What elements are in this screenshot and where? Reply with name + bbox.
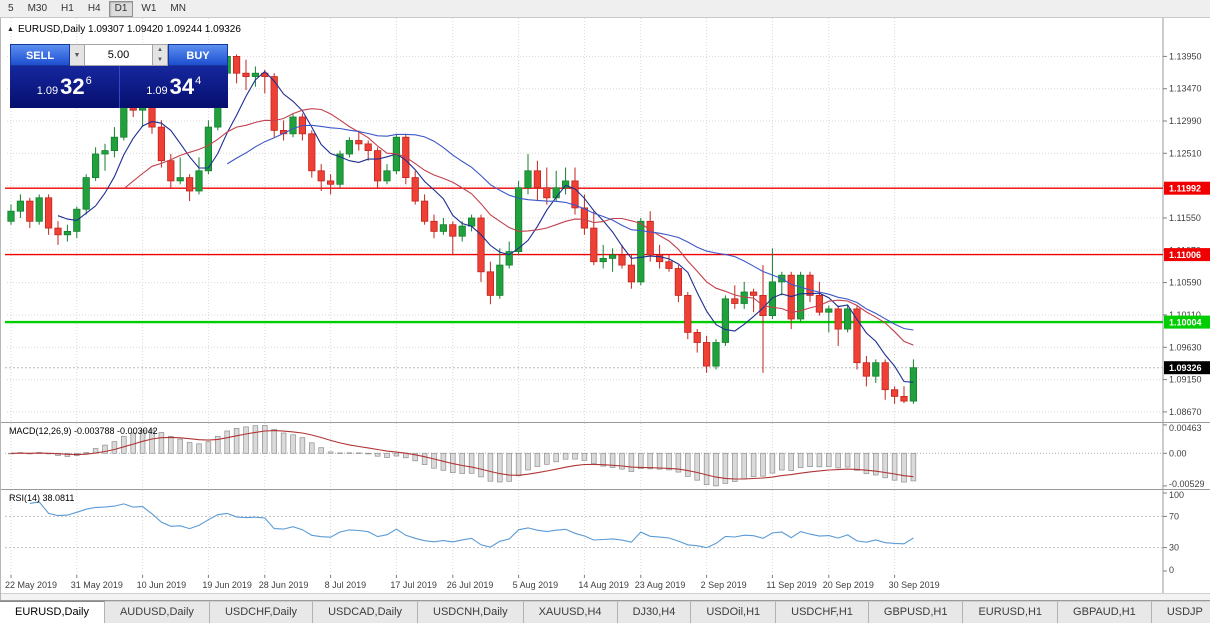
timeframe-toolbar: 5 M30 H1 H4 D1 W1 MN: [0, 0, 1210, 18]
volume-control: ▼ ▲ ▼: [70, 44, 168, 66]
svg-text:5 Aug 2019: 5 Aug 2019: [513, 580, 559, 590]
buy-price-big: 34: [169, 74, 195, 99]
chart-title: EURUSD,Daily 1.09307 1.09420 1.09244 1.0…: [18, 24, 241, 35]
rsi-axis[interactable]: 100 70 30 0: [1162, 489, 1184, 575]
timeframe-button-D1[interactable]: D1: [108, 0, 134, 17]
chart-tab-usdcad-daily[interactable]: USDCAD,Daily: [313, 601, 419, 623]
one-click-panel-expander-icon[interactable]: ▲: [7, 26, 14, 33]
bid-ask-display: 1.09 32 6 1.09 34 4: [10, 66, 228, 108]
svg-text:20 Sep 2019: 20 Sep 2019: [823, 580, 874, 590]
chart-tab-usdoil-h1[interactable]: USDOil,H1: [691, 601, 777, 623]
date-axis[interactable]: 22 May 2019 31 May 2019 10 Jun 2019 19 Jun …: [1, 575, 1210, 593]
macd-axis[interactable]: 0.00463 0.00 -0.00529: [1162, 422, 1205, 489]
svg-text:11 Sep 2019: 11 Sep 2019: [766, 580, 816, 590]
sell-price-display[interactable]: 1.09 32 6: [10, 66, 120, 108]
sell-price-big: 32: [60, 74, 85, 99]
svg-text:1.12990: 1.12990: [1169, 116, 1202, 126]
chart-tab-gbpaud-h1[interactable]: GBPAUD,H1: [1058, 601, 1152, 623]
volume-increase-icon[interactable]: ▲: [153, 45, 167, 55]
timeframe-button-H1[interactable]: H1: [61, 2, 74, 14]
chart-tab-usdchf-daily[interactable]: USDCHF,Daily: [209, 601, 314, 623]
svg-text:100: 100: [1169, 490, 1184, 500]
svg-text:31 May 2019: 31 May 2019: [71, 580, 123, 590]
timeframe-button-M30[interactable]: M30: [27, 2, 48, 14]
svg-text:1.09630: 1.09630: [1169, 342, 1202, 352]
macd-indicator-panel[interactable]: 0.00463 0.00 -0.00529: [1, 422, 1210, 489]
sell-price-prefix: 1.09: [36, 84, 59, 97]
svg-text:0.00: 0.00: [1169, 448, 1187, 458]
buy-price-prefix: 1.09: [146, 84, 168, 97]
svg-text:1.11006: 1.11006: [1169, 250, 1201, 260]
svg-text:1.12510: 1.12510: [1169, 148, 1202, 158]
svg-text:26 Jul 2019: 26 Jul 2019: [447, 580, 494, 590]
one-click-trading-panel: SELL ▼ ▲ ▼ BUY 1.09 32 6 1.09 34 4: [10, 44, 228, 108]
moving-average-lines: [57, 70, 914, 383]
volume-stepper: ▲ ▼: [153, 44, 168, 66]
chart-window: 1.139501.134701.129901.125101.120301.115…: [0, 18, 1210, 600]
volume-input[interactable]: [85, 44, 153, 66]
macd-label: MACD(12,26,9) -0.003788 -0.003042: [9, 426, 158, 436]
chart-tabs-bar: EURUSD,Daily AUDUSD,Daily USDCHF,Daily USDC…: [0, 600, 1210, 623]
rsi-indicator-panel[interactable]: 100 70 30 0: [1, 489, 1210, 575]
chart-tab-usdjp[interactable]: USDJP: [1151, 601, 1210, 623]
svg-text:1.13470: 1.13470: [1169, 84, 1202, 94]
svg-text:0.00463: 0.00463: [1169, 423, 1202, 433]
price-chart[interactable]: 1.139501.134701.129901.125101.120301.115…: [1, 18, 1210, 422]
price-tags: 1.11992 1.11006 1.10004 1.09326: [1164, 181, 1210, 375]
svg-text:1.09326: 1.09326: [1169, 363, 1202, 373]
svg-text:1.09150: 1.09150: [1169, 375, 1202, 385]
svg-text:1.10004: 1.10004: [1169, 318, 1202, 328]
timeframe-button-H4[interactable]: H4: [87, 2, 101, 14]
price-axis[interactable]: 1.139501.134701.129901.125101.120301.115…: [1162, 18, 1202, 422]
volume-dropdown-icon[interactable]: ▼: [70, 44, 85, 66]
svg-text:30 Sep 2019: 30 Sep 2019: [889, 580, 940, 590]
volume-decrease-icon[interactable]: ▼: [153, 55, 167, 65]
sell-price-sup: 6: [85, 74, 92, 87]
chart-tab-dj30-h4[interactable]: DJ30,H4: [617, 601, 692, 623]
chart-tab-eurusd-h1[interactable]: EURUSD,H1: [963, 601, 1059, 623]
macd-histogram: [8, 425, 917, 487]
svg-text:0: 0: [1169, 565, 1174, 575]
svg-text:1.13950: 1.13950: [1169, 51, 1202, 61]
svg-text:1.11992: 1.11992: [1169, 184, 1201, 194]
svg-text:1.08670: 1.08670: [1169, 407, 1202, 417]
timeframe-button-W1[interactable]: W1: [141, 2, 157, 14]
svg-text:22 May 2019: 22 May 2019: [5, 580, 57, 590]
rsi-grid: [5, 490, 1163, 575]
rsi-label: RSI(14) 38.0811: [9, 493, 75, 503]
svg-text:1.10110: 1.10110: [1169, 310, 1201, 320]
buy-button[interactable]: BUY: [168, 44, 228, 66]
svg-text:19 Jun 2019: 19 Jun 2019: [202, 580, 252, 590]
rsi-line: [29, 501, 914, 549]
chart-tab-eurusd-daily[interactable]: EURUSD,Daily: [0, 601, 105, 623]
date-tick-labels: 22 May 2019 31 May 2019 10 Jun 2019 19 Jun …: [5, 575, 940, 590]
svg-text:17 Jul 2019: 17 Jul 2019: [390, 580, 437, 590]
svg-text:70: 70: [1169, 511, 1179, 521]
svg-text:-0.00529: -0.00529: [1169, 479, 1205, 489]
svg-text:1.10590: 1.10590: [1169, 278, 1202, 288]
svg-text:2 Sep 2019: 2 Sep 2019: [701, 580, 747, 590]
timeframe-button-MN[interactable]: MN: [170, 2, 186, 14]
svg-text:10 Jun 2019: 10 Jun 2019: [137, 580, 187, 590]
timeframe-button-5[interactable]: 5: [8, 2, 14, 14]
svg-text:30: 30: [1169, 543, 1179, 553]
chart-tab-usdchf-h1[interactable]: USDCHF,H1: [776, 601, 869, 623]
buy-price-sup: 4: [195, 74, 202, 87]
svg-text:8 Jul 2019: 8 Jul 2019: [325, 580, 367, 590]
scroll-strip: [1, 593, 1210, 600]
macd-signal-line: [10, 430, 914, 480]
svg-text:23 Aug 2019: 23 Aug 2019: [635, 580, 686, 590]
buy-price-display[interactable]: 1.09 34 4: [120, 66, 229, 108]
chart-tab-usdcnh-daily[interactable]: USDCNH,Daily: [418, 601, 524, 623]
chart-tab-gbpusd-h1[interactable]: GBPUSD,H1: [868, 601, 964, 623]
chart-tab-xauusd-h4[interactable]: XAUUSD,H4: [523, 601, 618, 623]
trade-controls-row: SELL ▼ ▲ ▼ BUY: [10, 44, 228, 66]
svg-text:28 Jun 2019: 28 Jun 2019: [259, 580, 309, 590]
sell-button[interactable]: SELL: [10, 44, 70, 66]
chart-tab-audusd-daily[interactable]: AUDUSD,Daily: [104, 601, 210, 623]
svg-text:1.11550: 1.11550: [1169, 213, 1201, 223]
svg-text:14 Aug 2019: 14 Aug 2019: [578, 580, 629, 590]
